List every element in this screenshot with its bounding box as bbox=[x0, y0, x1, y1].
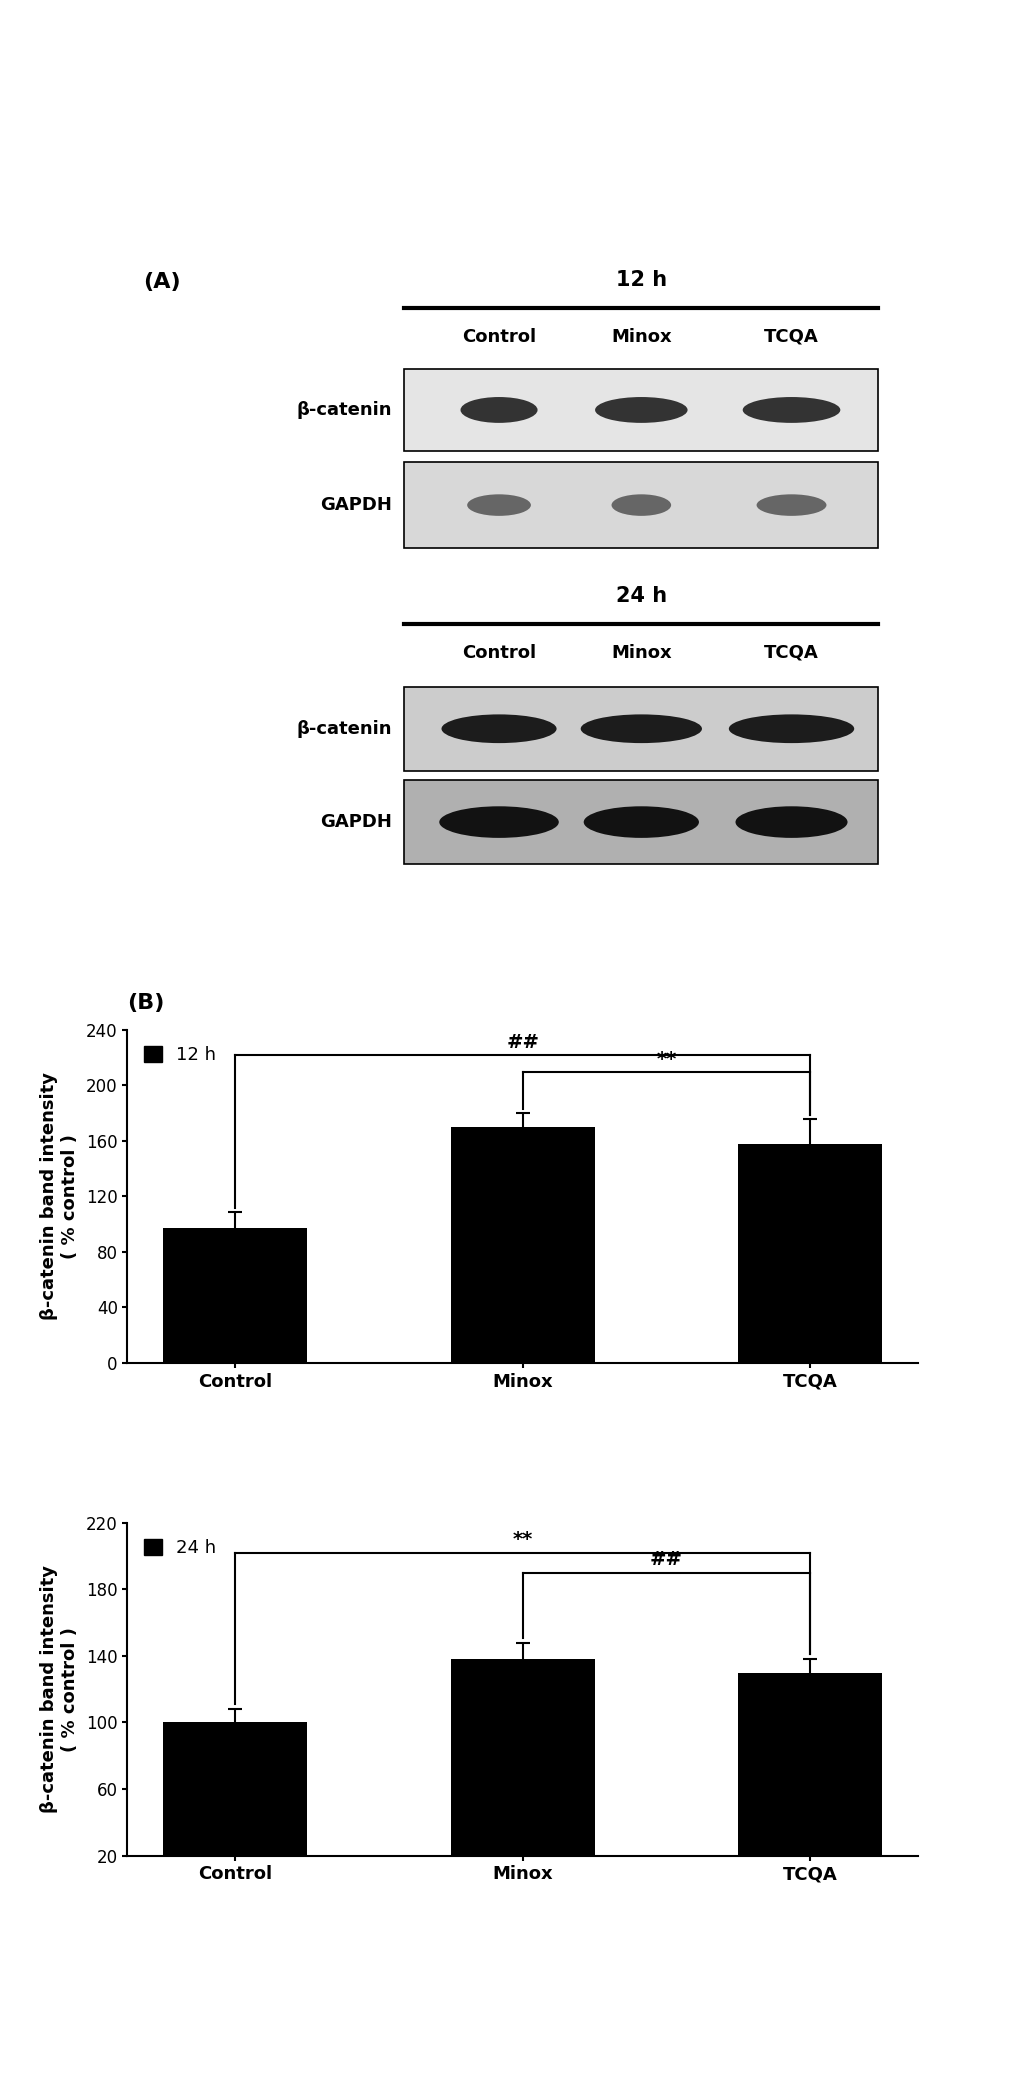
Ellipse shape bbox=[460, 396, 537, 423]
Text: (B): (B) bbox=[127, 992, 165, 1013]
Ellipse shape bbox=[439, 807, 558, 838]
Bar bbox=[738, 1145, 881, 1364]
Text: 12 h: 12 h bbox=[615, 269, 666, 290]
Text: ##: ## bbox=[649, 1551, 683, 1570]
Bar bbox=[404, 780, 877, 863]
Ellipse shape bbox=[580, 715, 701, 742]
Y-axis label: β-catenin band intensity
( % control ): β-catenin band intensity ( % control ) bbox=[40, 1566, 79, 1814]
Bar bbox=[163, 1228, 307, 1364]
Text: ##: ## bbox=[505, 1034, 539, 1053]
Bar bbox=[450, 1128, 594, 1364]
Text: β-catenin: β-catenin bbox=[297, 719, 392, 738]
Text: Minox: Minox bbox=[610, 644, 671, 661]
Ellipse shape bbox=[742, 396, 840, 423]
Bar bbox=[404, 463, 877, 548]
Text: GAPDH: GAPDH bbox=[320, 496, 392, 515]
Ellipse shape bbox=[467, 494, 530, 515]
Legend: 24 h: 24 h bbox=[137, 1532, 223, 1564]
Ellipse shape bbox=[583, 807, 698, 838]
Bar bbox=[404, 369, 877, 450]
Legend: 12 h: 12 h bbox=[137, 1038, 223, 1072]
Bar bbox=[450, 1660, 594, 1889]
Bar bbox=[163, 1722, 307, 1889]
Text: 24 h: 24 h bbox=[615, 586, 666, 605]
Ellipse shape bbox=[611, 494, 671, 515]
Text: TCQA: TCQA bbox=[763, 644, 818, 661]
Bar bbox=[738, 1672, 881, 1889]
Text: (A): (A) bbox=[143, 271, 180, 292]
Text: Control: Control bbox=[462, 644, 536, 661]
Ellipse shape bbox=[735, 807, 847, 838]
Text: TCQA: TCQA bbox=[763, 327, 818, 346]
Bar bbox=[404, 686, 877, 771]
Ellipse shape bbox=[729, 715, 853, 742]
Ellipse shape bbox=[594, 396, 687, 423]
Text: β-catenin: β-catenin bbox=[297, 400, 392, 419]
Text: **: ** bbox=[513, 1530, 532, 1549]
Y-axis label: β-catenin band intensity
( % control ): β-catenin band intensity ( % control ) bbox=[40, 1072, 79, 1320]
Ellipse shape bbox=[441, 715, 556, 742]
Ellipse shape bbox=[756, 494, 825, 515]
Text: GAPDH: GAPDH bbox=[320, 813, 392, 832]
Text: Control: Control bbox=[462, 327, 536, 346]
Text: **: ** bbox=[655, 1049, 676, 1070]
Text: Minox: Minox bbox=[610, 327, 671, 346]
